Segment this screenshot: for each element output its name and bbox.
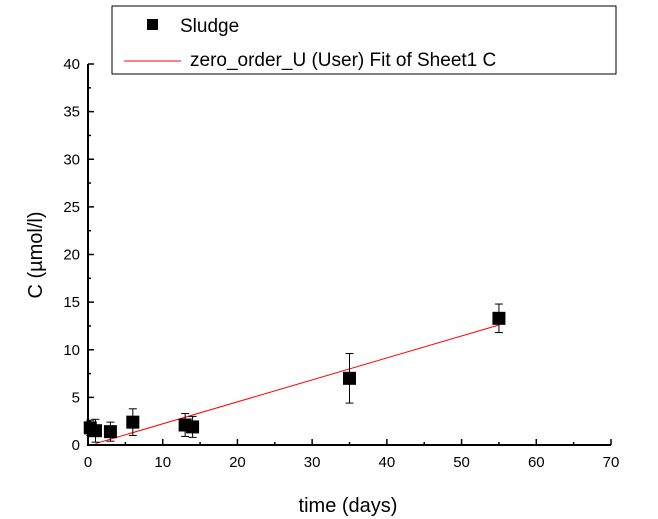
y-tick-label: 15 [63,294,80,311]
y-axis-title: C (µmol/l) [25,211,47,298]
data-point [186,420,200,434]
x-tick-label: 30 [304,454,321,471]
y-tick-label: 20 [63,247,80,264]
legend-box [111,5,617,75]
data-point [343,371,356,385]
legend-marker-sludge [147,19,158,30]
y-tick-label: 40 [63,56,80,73]
data-point [103,425,117,439]
y-tick-label: 35 [63,104,80,121]
y-tick-label: 10 [63,342,80,359]
x-tick-label: 70 [603,454,620,471]
legend: Sludge zero_order_U (User) Fit of Sheet1… [111,5,617,75]
y-tick-label: 0 [72,437,80,454]
x-tick-label: 0 [84,454,92,471]
x-tick-label: 60 [528,454,545,471]
data-point [492,311,506,325]
x-tick-label: 40 [379,454,396,471]
x-tick-label: 10 [154,454,171,471]
y-tick-label: 25 [63,199,80,216]
plot-area: 0 10 20 30 40 50 60 70 0 5 10 15 20 25 30 35 40 [63,56,619,471]
fit-line [95,324,500,445]
data-point [88,424,102,438]
data-point [126,415,140,429]
x-tick-label: 20 [229,454,246,471]
legend-label-fit: zero_order_U (User) Fit of Sheet1 C [190,50,496,71]
y-tick-label: 30 [63,151,80,168]
y-tick-label: 5 [72,389,80,406]
x-tick-label: 50 [453,454,470,471]
x-axis-title: time (days) [299,495,398,517]
legend-label-sludge: Sludge [180,16,239,37]
